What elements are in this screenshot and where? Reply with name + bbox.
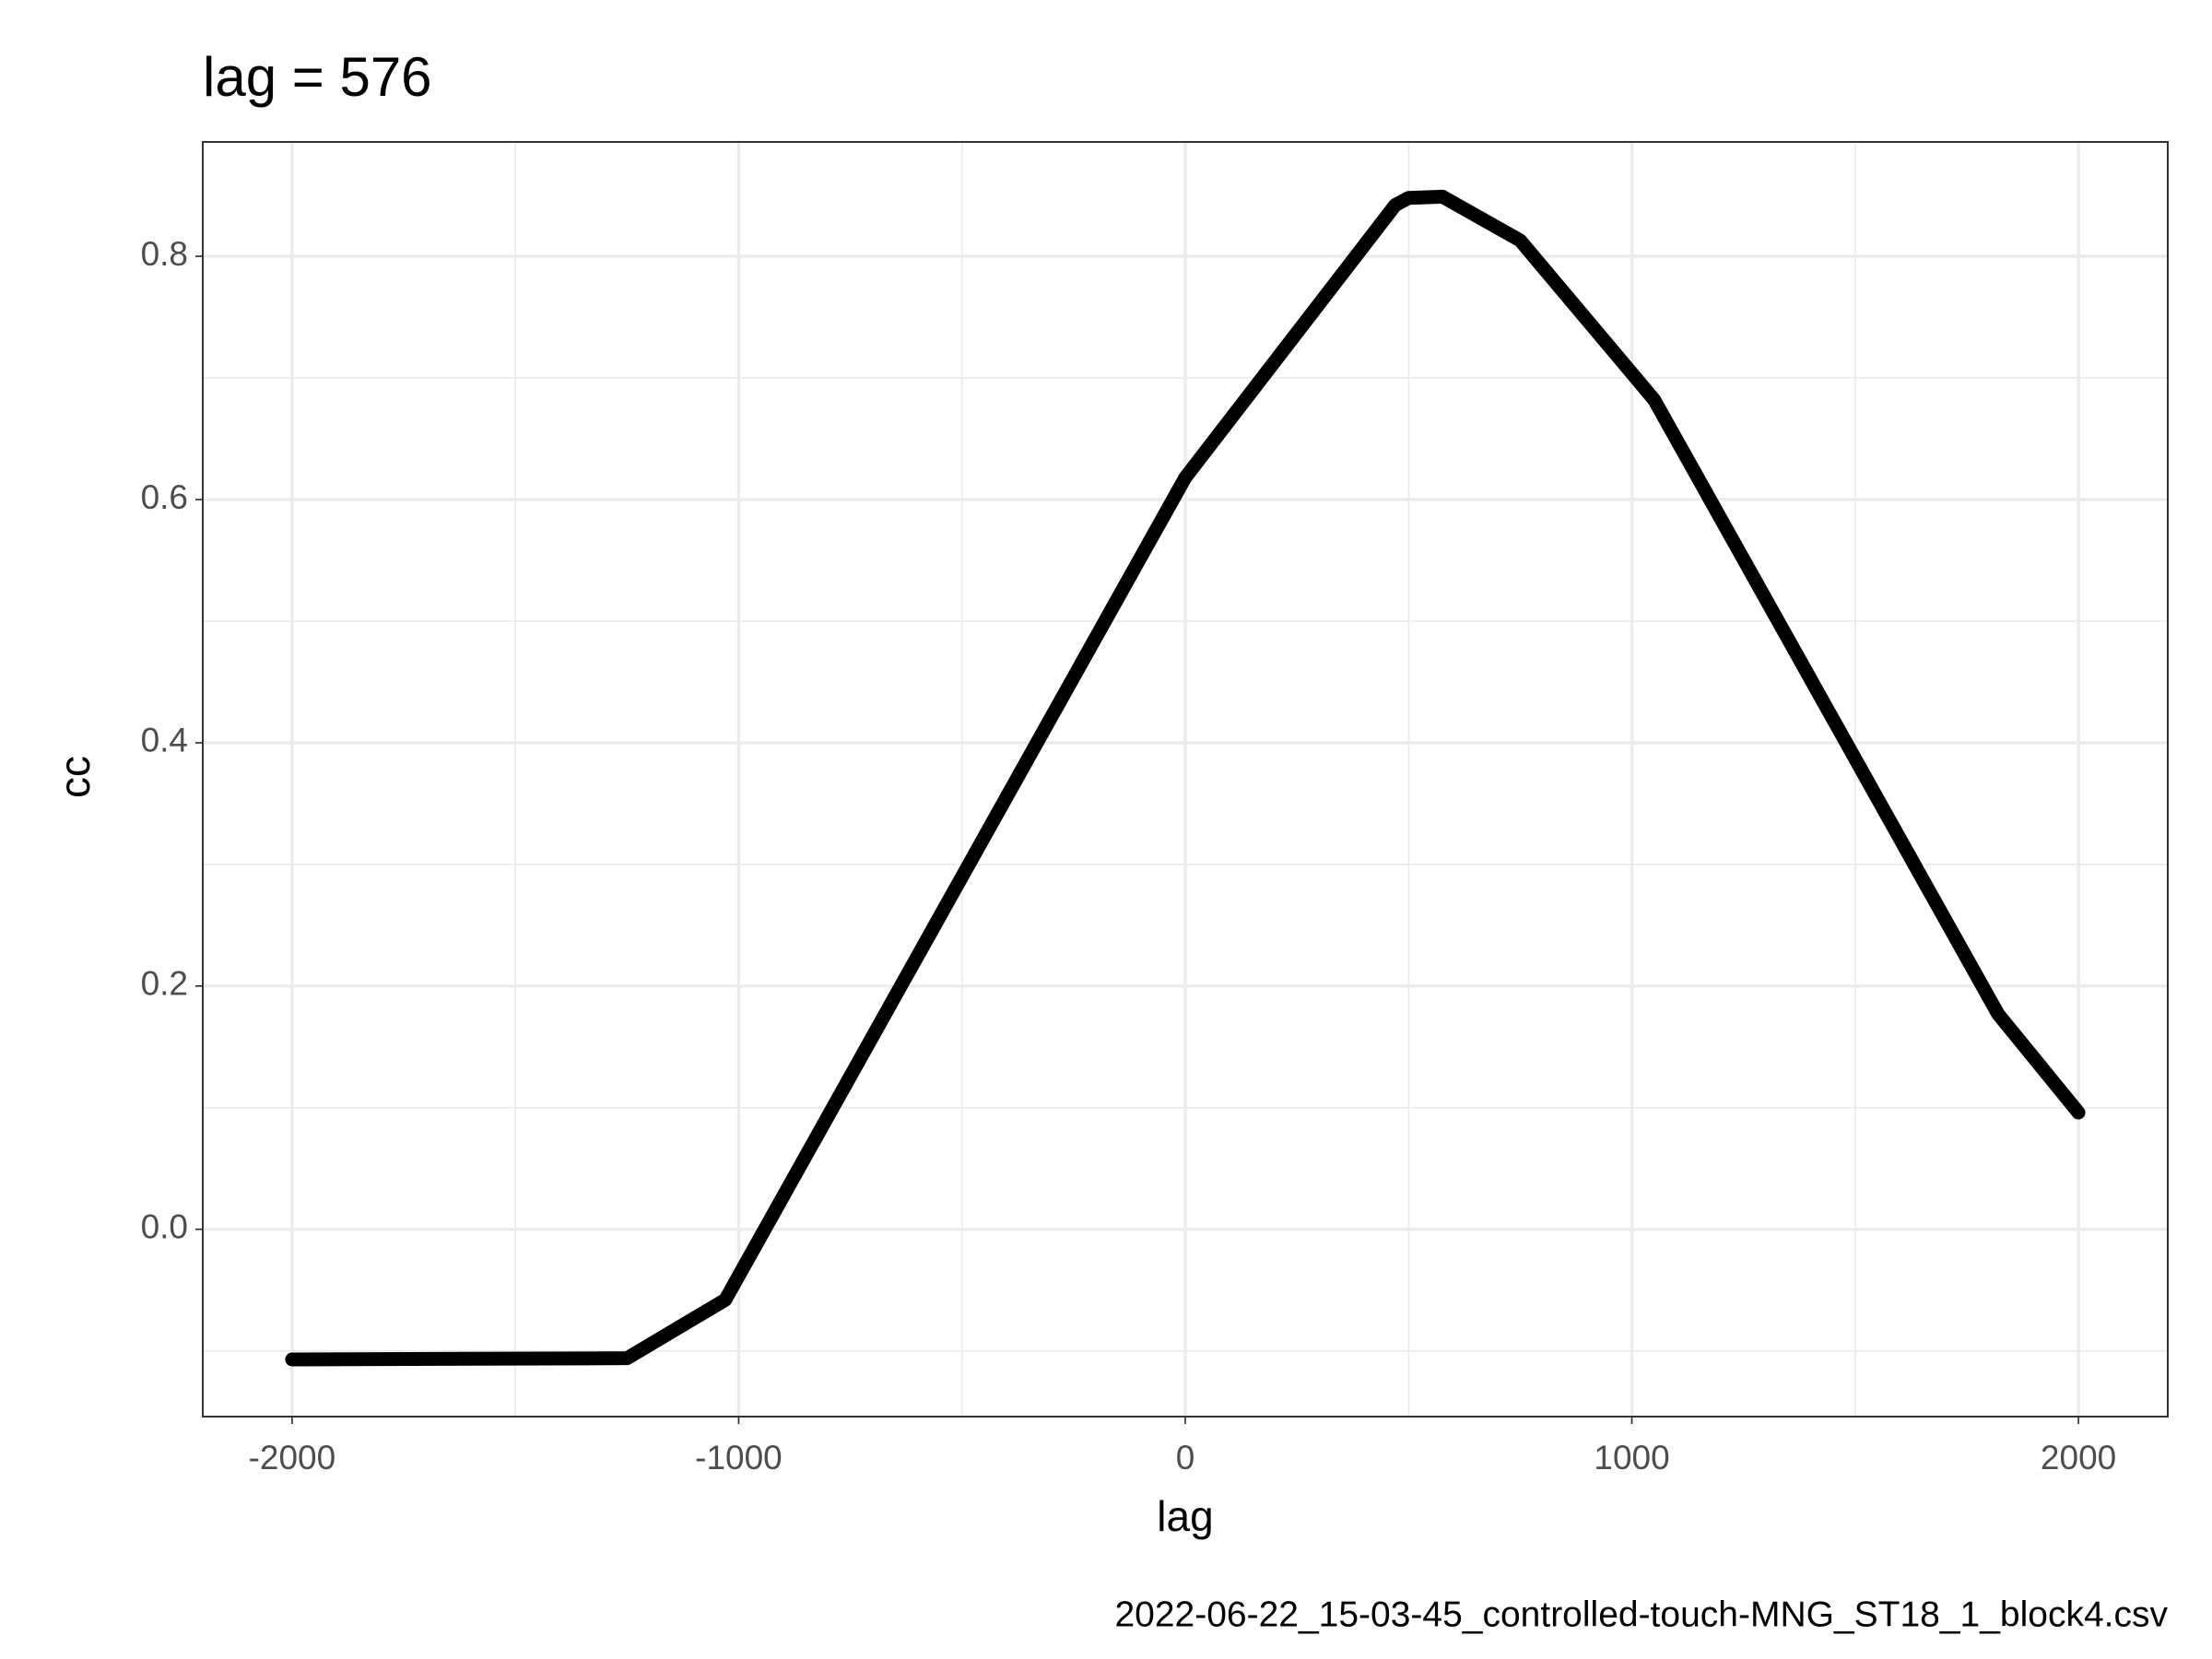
y-tick-label: 0.0 (141, 1208, 188, 1246)
chart-title: lag = 576 (203, 46, 432, 108)
y-tick-label: 0.2 (141, 965, 188, 1003)
x-tick-label: 2000 (2041, 1439, 2116, 1477)
caption: 2022-06-22_15-03-45_controlled-touch-MNG… (1114, 1594, 2168, 1634)
x-tick-label: -2000 (249, 1439, 336, 1477)
x-tick-label: 0 (1176, 1439, 1195, 1477)
y-tick-label: 0.8 (141, 235, 188, 273)
y-tick-label: 0.6 (141, 478, 188, 516)
x-tick-label: -1000 (695, 1439, 782, 1477)
y-tick-label: 0.4 (141, 722, 188, 759)
panel-border (202, 141, 2169, 1418)
line (285, 189, 2086, 1367)
y-axis-title: cc (51, 756, 99, 798)
plot-area: -2000 -1000 0 1000 2000 0.0 0.2 0.4 0.6 0.8 (141, 141, 2169, 1477)
x-axis-title: lag (1157, 1492, 1213, 1540)
x-tick-label: 1000 (1594, 1439, 1669, 1477)
